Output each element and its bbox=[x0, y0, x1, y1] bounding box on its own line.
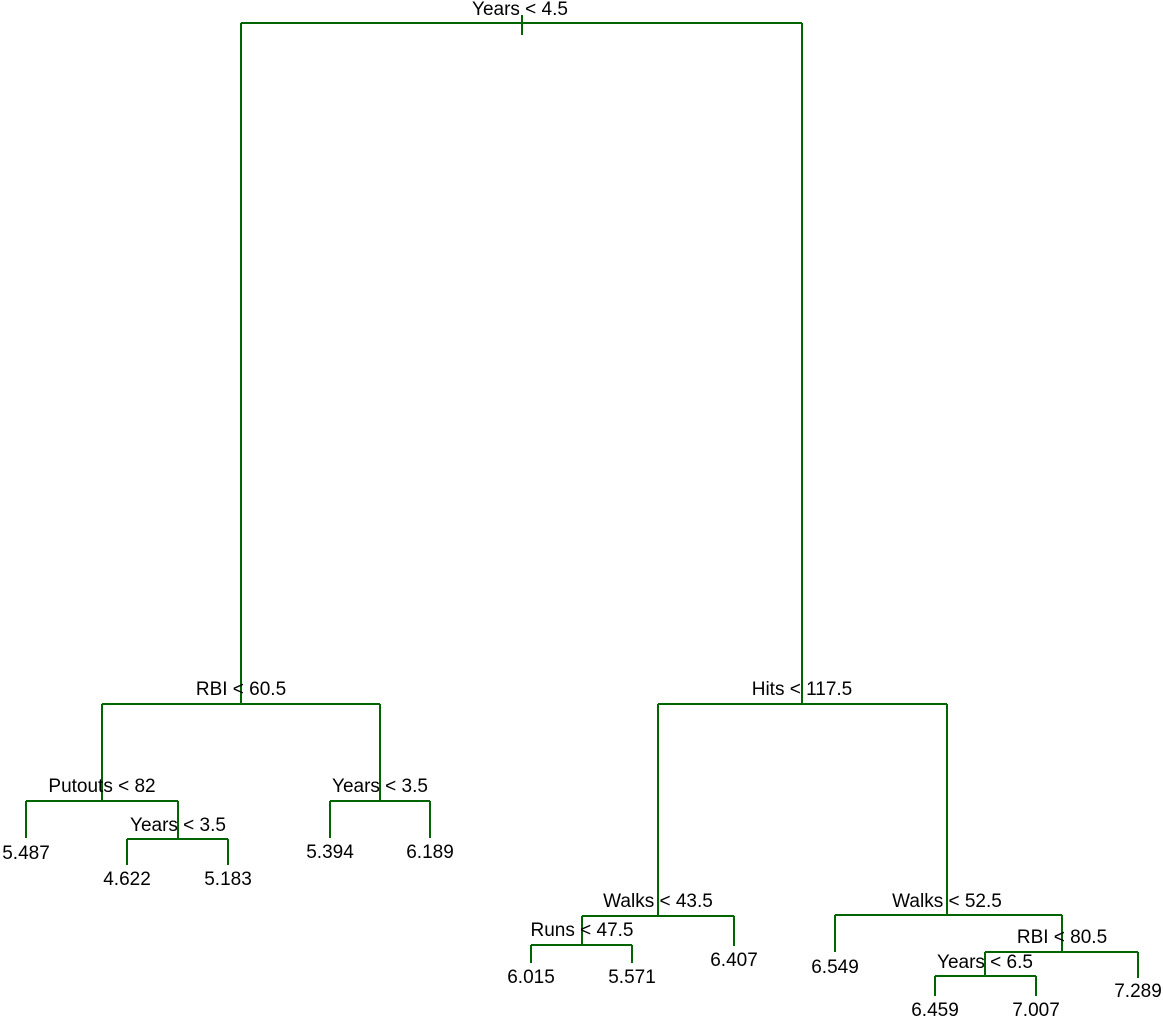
leaf-value: 7.007 bbox=[1012, 1000, 1060, 1019]
split-label: Years < 3.5 bbox=[332, 776, 428, 797]
leaf-value: 5.487 bbox=[2, 843, 50, 864]
leaf-value: 6.015 bbox=[507, 967, 555, 988]
leaf-value: 4.622 bbox=[103, 869, 151, 890]
split-label: Years < 4.5 bbox=[472, 0, 568, 20]
leaf-value: 5.571 bbox=[608, 967, 656, 988]
split-label: RBI < 60.5 bbox=[196, 679, 286, 700]
leaf-value: 6.407 bbox=[710, 950, 758, 971]
split-label: Hits < 117.5 bbox=[752, 679, 853, 700]
split-label: Walks < 52.5 bbox=[892, 891, 1002, 912]
split-label: RBI < 80.5 bbox=[1017, 927, 1107, 948]
split-label: Putouts < 82 bbox=[48, 776, 155, 797]
leaf-value: 6.549 bbox=[811, 957, 859, 978]
branches bbox=[25, 15, 1139, 996]
split-label: Years < 3.5 bbox=[130, 815, 226, 836]
split-label: Walks < 43.5 bbox=[603, 891, 713, 912]
split-labels: Years < 4.5 RBI < 60.5 Hits < 117.5 Puto… bbox=[48, 0, 1107, 973]
split-label: Years < 6.5 bbox=[937, 952, 1033, 973]
leaf-value: 5.394 bbox=[306, 842, 354, 863]
leaf-labels: 5.487 4.622 5.183 5.394 6.189 6.015 5.57… bbox=[2, 842, 1162, 1019]
leaf-value: 7.289 bbox=[1114, 981, 1162, 1002]
leaf-value: 5.183 bbox=[204, 869, 252, 890]
leaf-value: 6.189 bbox=[406, 842, 454, 863]
split-label: Runs < 47.5 bbox=[531, 920, 634, 941]
leaf-value: 6.459 bbox=[911, 1000, 959, 1019]
